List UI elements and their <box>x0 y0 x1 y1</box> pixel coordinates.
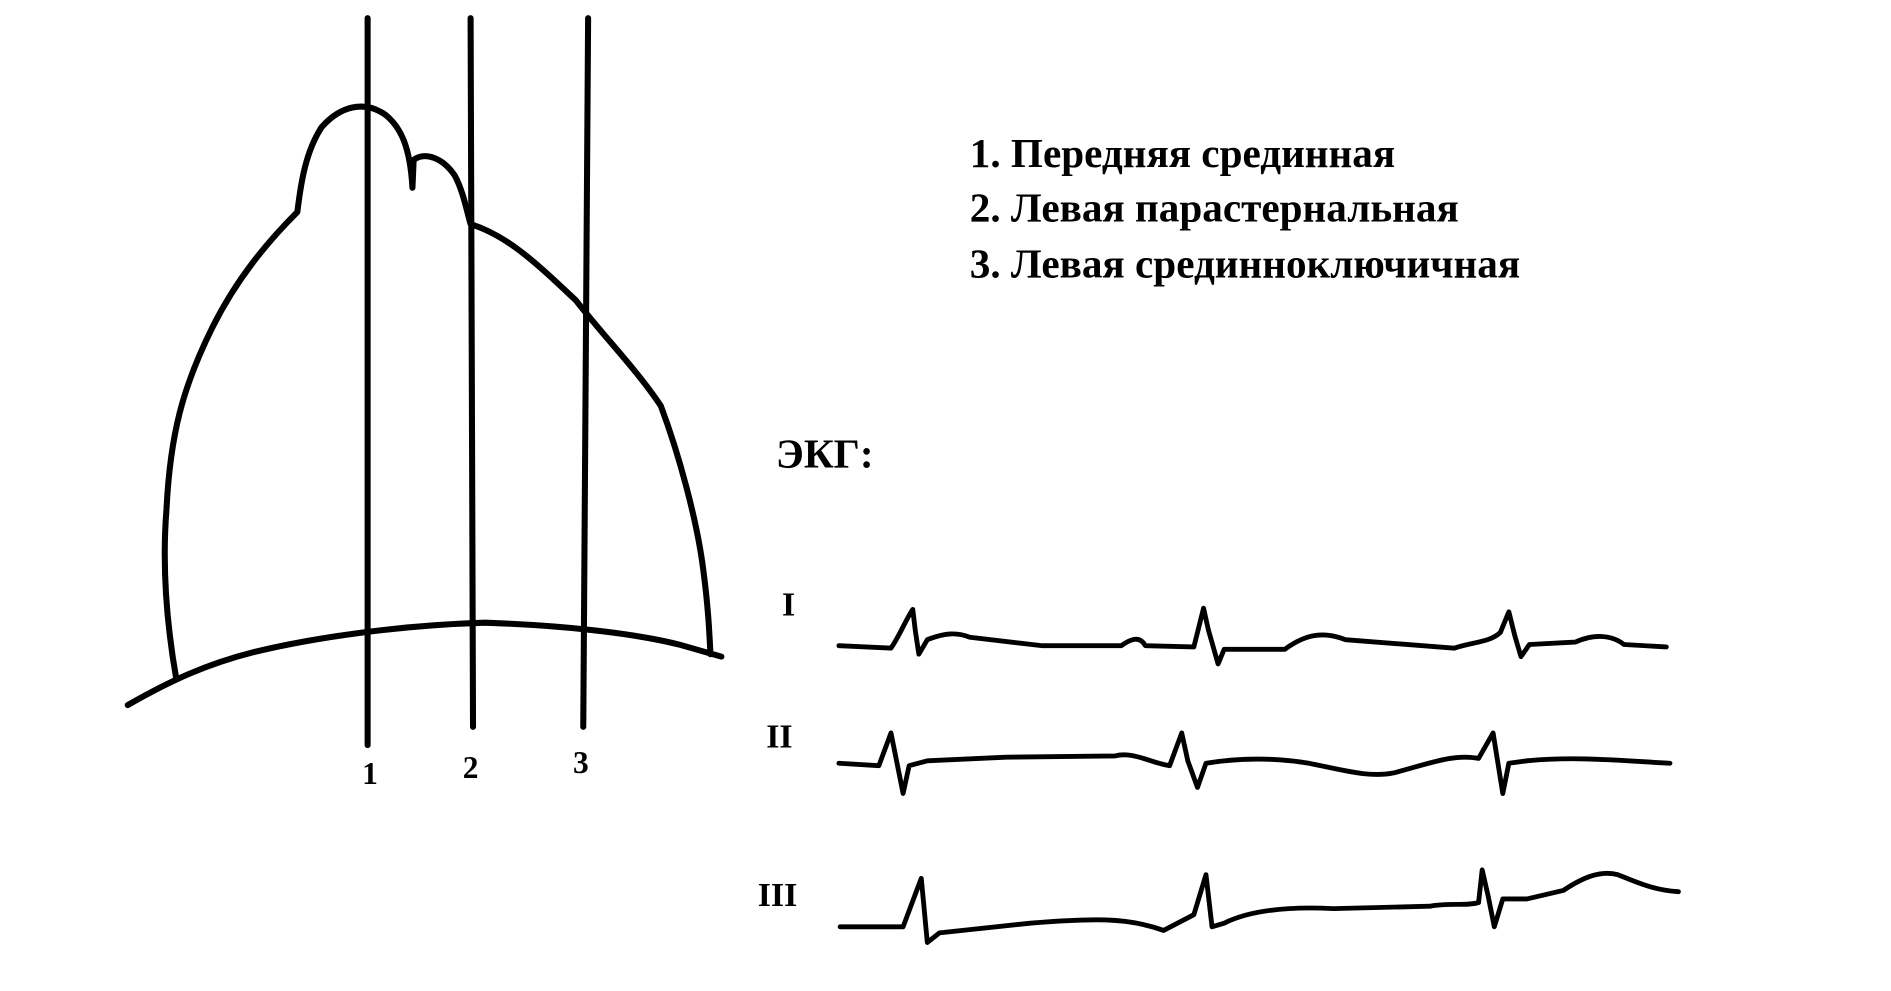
legend-item: 2. Левая парастернальная <box>970 185 1459 231</box>
ecg-title: ЭКГ: <box>776 431 874 477</box>
lead-label: III <box>758 877 798 914</box>
line-label: 1 <box>362 756 378 791</box>
line-3 <box>580 15 592 730</box>
ecg-traces <box>836 605 1681 945</box>
reference-lines <box>364 15 592 749</box>
heart-outline <box>124 103 725 709</box>
ecg-trace <box>836 730 1673 796</box>
line-2 <box>467 15 477 730</box>
legend-item: 1. Передняя срединная <box>970 130 1395 176</box>
legend-item: 3. Левая срединноключичная <box>970 240 1520 286</box>
lead-label: I <box>782 586 795 623</box>
ecg-trace <box>837 867 1681 945</box>
line-label: 2 <box>463 750 479 785</box>
ecg-trace <box>836 605 1669 667</box>
lead-label: II <box>766 718 792 755</box>
line-label: 3 <box>573 745 589 780</box>
